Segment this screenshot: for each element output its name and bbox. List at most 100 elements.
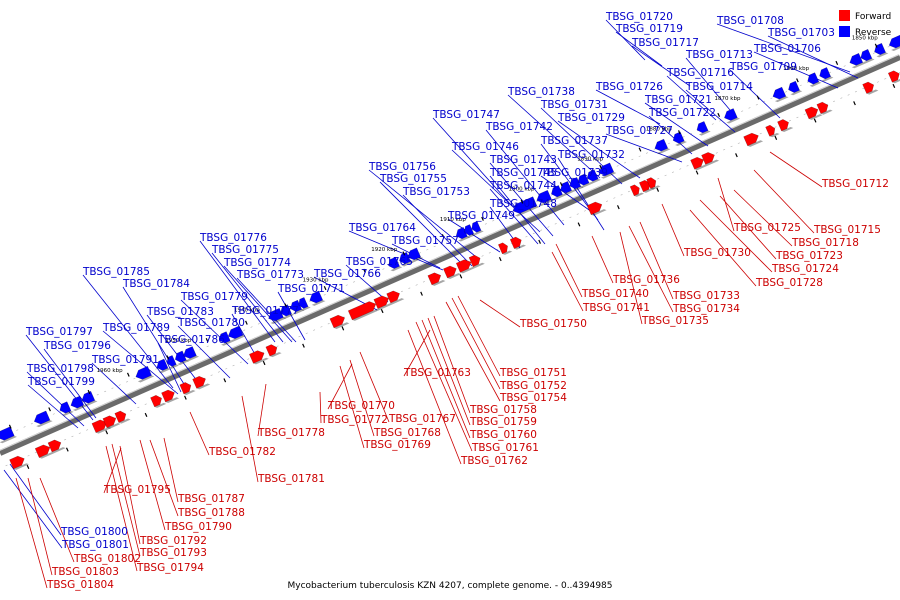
gene-arrow-shade: [589, 178, 601, 184]
gene-arrow-shade: [137, 375, 155, 383]
gene-arrow-shade: [390, 266, 403, 272]
label-leader-lines: [3, 19, 859, 589]
gene-arrow-shade: [774, 96, 789, 103]
gene-label-tbsg-01715: TBSG_01715: [813, 224, 881, 236]
leader-line-tbsg-01769: [339, 365, 365, 449]
gene-arrow-shade: [473, 262, 485, 268]
forward-gene-arrow: [47, 439, 62, 453]
gene-arrow-shade: [61, 410, 74, 416]
legend: Forward Reverse: [839, 10, 892, 38]
gene-label-tbsg-01780: TBSG_01780: [177, 317, 245, 329]
gene-label-tbsg-01709: TBSG_01709: [729, 61, 797, 73]
forward-gene-arrow: [161, 389, 175, 403]
gene-label-tbsg-01717: TBSG_01717: [631, 37, 699, 49]
track-tick: [874, 43, 878, 48]
leader-line-tbsg-01789: [102, 330, 179, 395]
gene-label-tbsg-01760: TBSG_01760: [469, 429, 537, 441]
legend-reverse-label: Reverse: [855, 28, 892, 38]
gene-arrow-shade: [650, 185, 661, 190]
track-tick: [323, 286, 327, 291]
leader-line-tbsg-01741: [551, 251, 584, 312]
gene-label-tbsg-01746: TBSG_01746: [451, 141, 519, 153]
forward-gene-arrow: [804, 106, 819, 120]
gene-label-tbsg-01712: TBSG_01712: [821, 178, 889, 190]
kbp-tick-1860-kbp: 1860 kbp: [783, 66, 809, 72]
gene-label-tbsg-01801: TBSG_01801: [61, 539, 129, 551]
gene-label-tbsg-01789: TBSG_01789: [102, 322, 170, 334]
gene-arrow-shade: [473, 230, 484, 235]
forward-gene-arrow: [347, 301, 377, 321]
track-tick: [262, 360, 266, 366]
leader-line-tbsg-01739: [540, 175, 593, 213]
track-tick: [65, 447, 69, 452]
leader-line-tbsg-01778: [257, 383, 267, 437]
gene-label-tbsg-01792: TBSG_01792: [139, 535, 207, 547]
gene-arrow-shade: [390, 298, 405, 304]
kbp-tick-1950-kbp: 1950 kbp: [165, 338, 191, 344]
leader-line-tbsg-01730: [661, 203, 685, 257]
track-tick: [717, 112, 721, 117]
gene-label-tbsg-01753: TBSG_01753: [402, 186, 470, 198]
track-tick: [341, 326, 345, 331]
gene-arrow-shade: [177, 360, 189, 366]
gene-arrow-shade: [168, 364, 179, 369]
gene-arrow-shade: [820, 109, 833, 115]
gene-label-tbsg-01771: TBSG_01771: [277, 283, 345, 295]
leader-line-tbsg-01772: [319, 391, 322, 424]
leader-line-tbsg-01742: [485, 129, 565, 226]
leader-line-tbsg-01735: [619, 231, 643, 325]
leader-line-tbsg-01750: [479, 299, 521, 328]
leader-line-tbsg-01706: [753, 51, 839, 89]
forward-gene-arrow: [509, 236, 522, 249]
gene-label-tbsg-01800: TBSG_01800: [60, 526, 128, 538]
gene-label-tbsg-01787: TBSG_01787: [177, 493, 245, 505]
gene-arrow-shade: [851, 62, 866, 69]
forward-gene-arrow: [443, 265, 457, 279]
leader-line-tbsg-01781: [241, 395, 259, 483]
track-tick: [853, 101, 856, 106]
gene-arrow-shade: [656, 148, 671, 155]
reverse-gene-arrow: [819, 67, 832, 80]
leader-line-tbsg-01718: [733, 189, 793, 247]
forward-gene-arrow: [497, 242, 508, 255]
gene-label-tbsg-01793: TBSG_01793: [139, 547, 207, 559]
gene-label-tbsg-01726: TBSG_01726: [595, 81, 663, 93]
gene-label-tbsg-01748: TBSG_01748: [489, 198, 557, 210]
gene-label-tbsg-01761: TBSG_01761: [471, 442, 539, 454]
kbp-tick-1900-kbp: 1900 kbp: [509, 187, 535, 193]
reverse-gene-arrow: [860, 48, 873, 62]
track-tick: [638, 147, 642, 152]
track-tick: [756, 95, 760, 100]
gene-label-tbsg-01784: TBSG_01784: [122, 278, 190, 290]
gene-label-tbsg-01737: TBSG_01737: [540, 135, 608, 147]
gene-arrow-shade: [790, 90, 803, 96]
gene-label-tbsg-01728: TBSG_01728: [755, 277, 823, 289]
track-tick: [284, 303, 288, 308]
gene-arrow-shade: [185, 355, 200, 362]
gene-label-tbsg-01795: TBSG_01795: [103, 484, 171, 496]
leader-line-tbsg-01792: [119, 445, 141, 545]
gene-arrow-shade: [221, 340, 233, 346]
leader-line-tbsg-01799: [27, 384, 79, 429]
gene-label-tbsg-01733: TBSG_01733: [672, 290, 740, 302]
reverse-gene-arrow: [586, 169, 599, 182]
leader-line-tbsg-01726: [595, 89, 661, 125]
gene-arrow-shade: [600, 171, 617, 179]
gene-label-tbsg-01722: TBSG_01722: [648, 107, 716, 119]
forward-gene-arrow: [690, 156, 704, 170]
leader-line-tbsg-01764: [348, 230, 444, 271]
kbp-tick-1850-kbp: 1850 kbp: [852, 36, 878, 42]
track-tick: [441, 234, 445, 239]
forward-gene-arrow: [192, 376, 206, 389]
gene-label-tbsg-01797: TBSG_01797: [25, 326, 93, 338]
reverse-gene-arrow: [135, 365, 152, 380]
gene-label-tbsg-01718: TBSG_01718: [791, 237, 859, 249]
gene-label-tbsg-01773: TBSG_01773: [236, 269, 304, 281]
gene-arrow-shade: [891, 46, 900, 51]
leader-line-tbsg-01786: [157, 342, 182, 393]
gene-arrow-shade: [300, 306, 311, 311]
leader-line-tbsg-01715: [753, 169, 815, 234]
gene-label-tbsg-01769: TBSG_01769: [363, 439, 431, 451]
leader-line-tbsg-01727: [605, 133, 683, 163]
leader-line-tbsg-01788: [149, 439, 179, 517]
